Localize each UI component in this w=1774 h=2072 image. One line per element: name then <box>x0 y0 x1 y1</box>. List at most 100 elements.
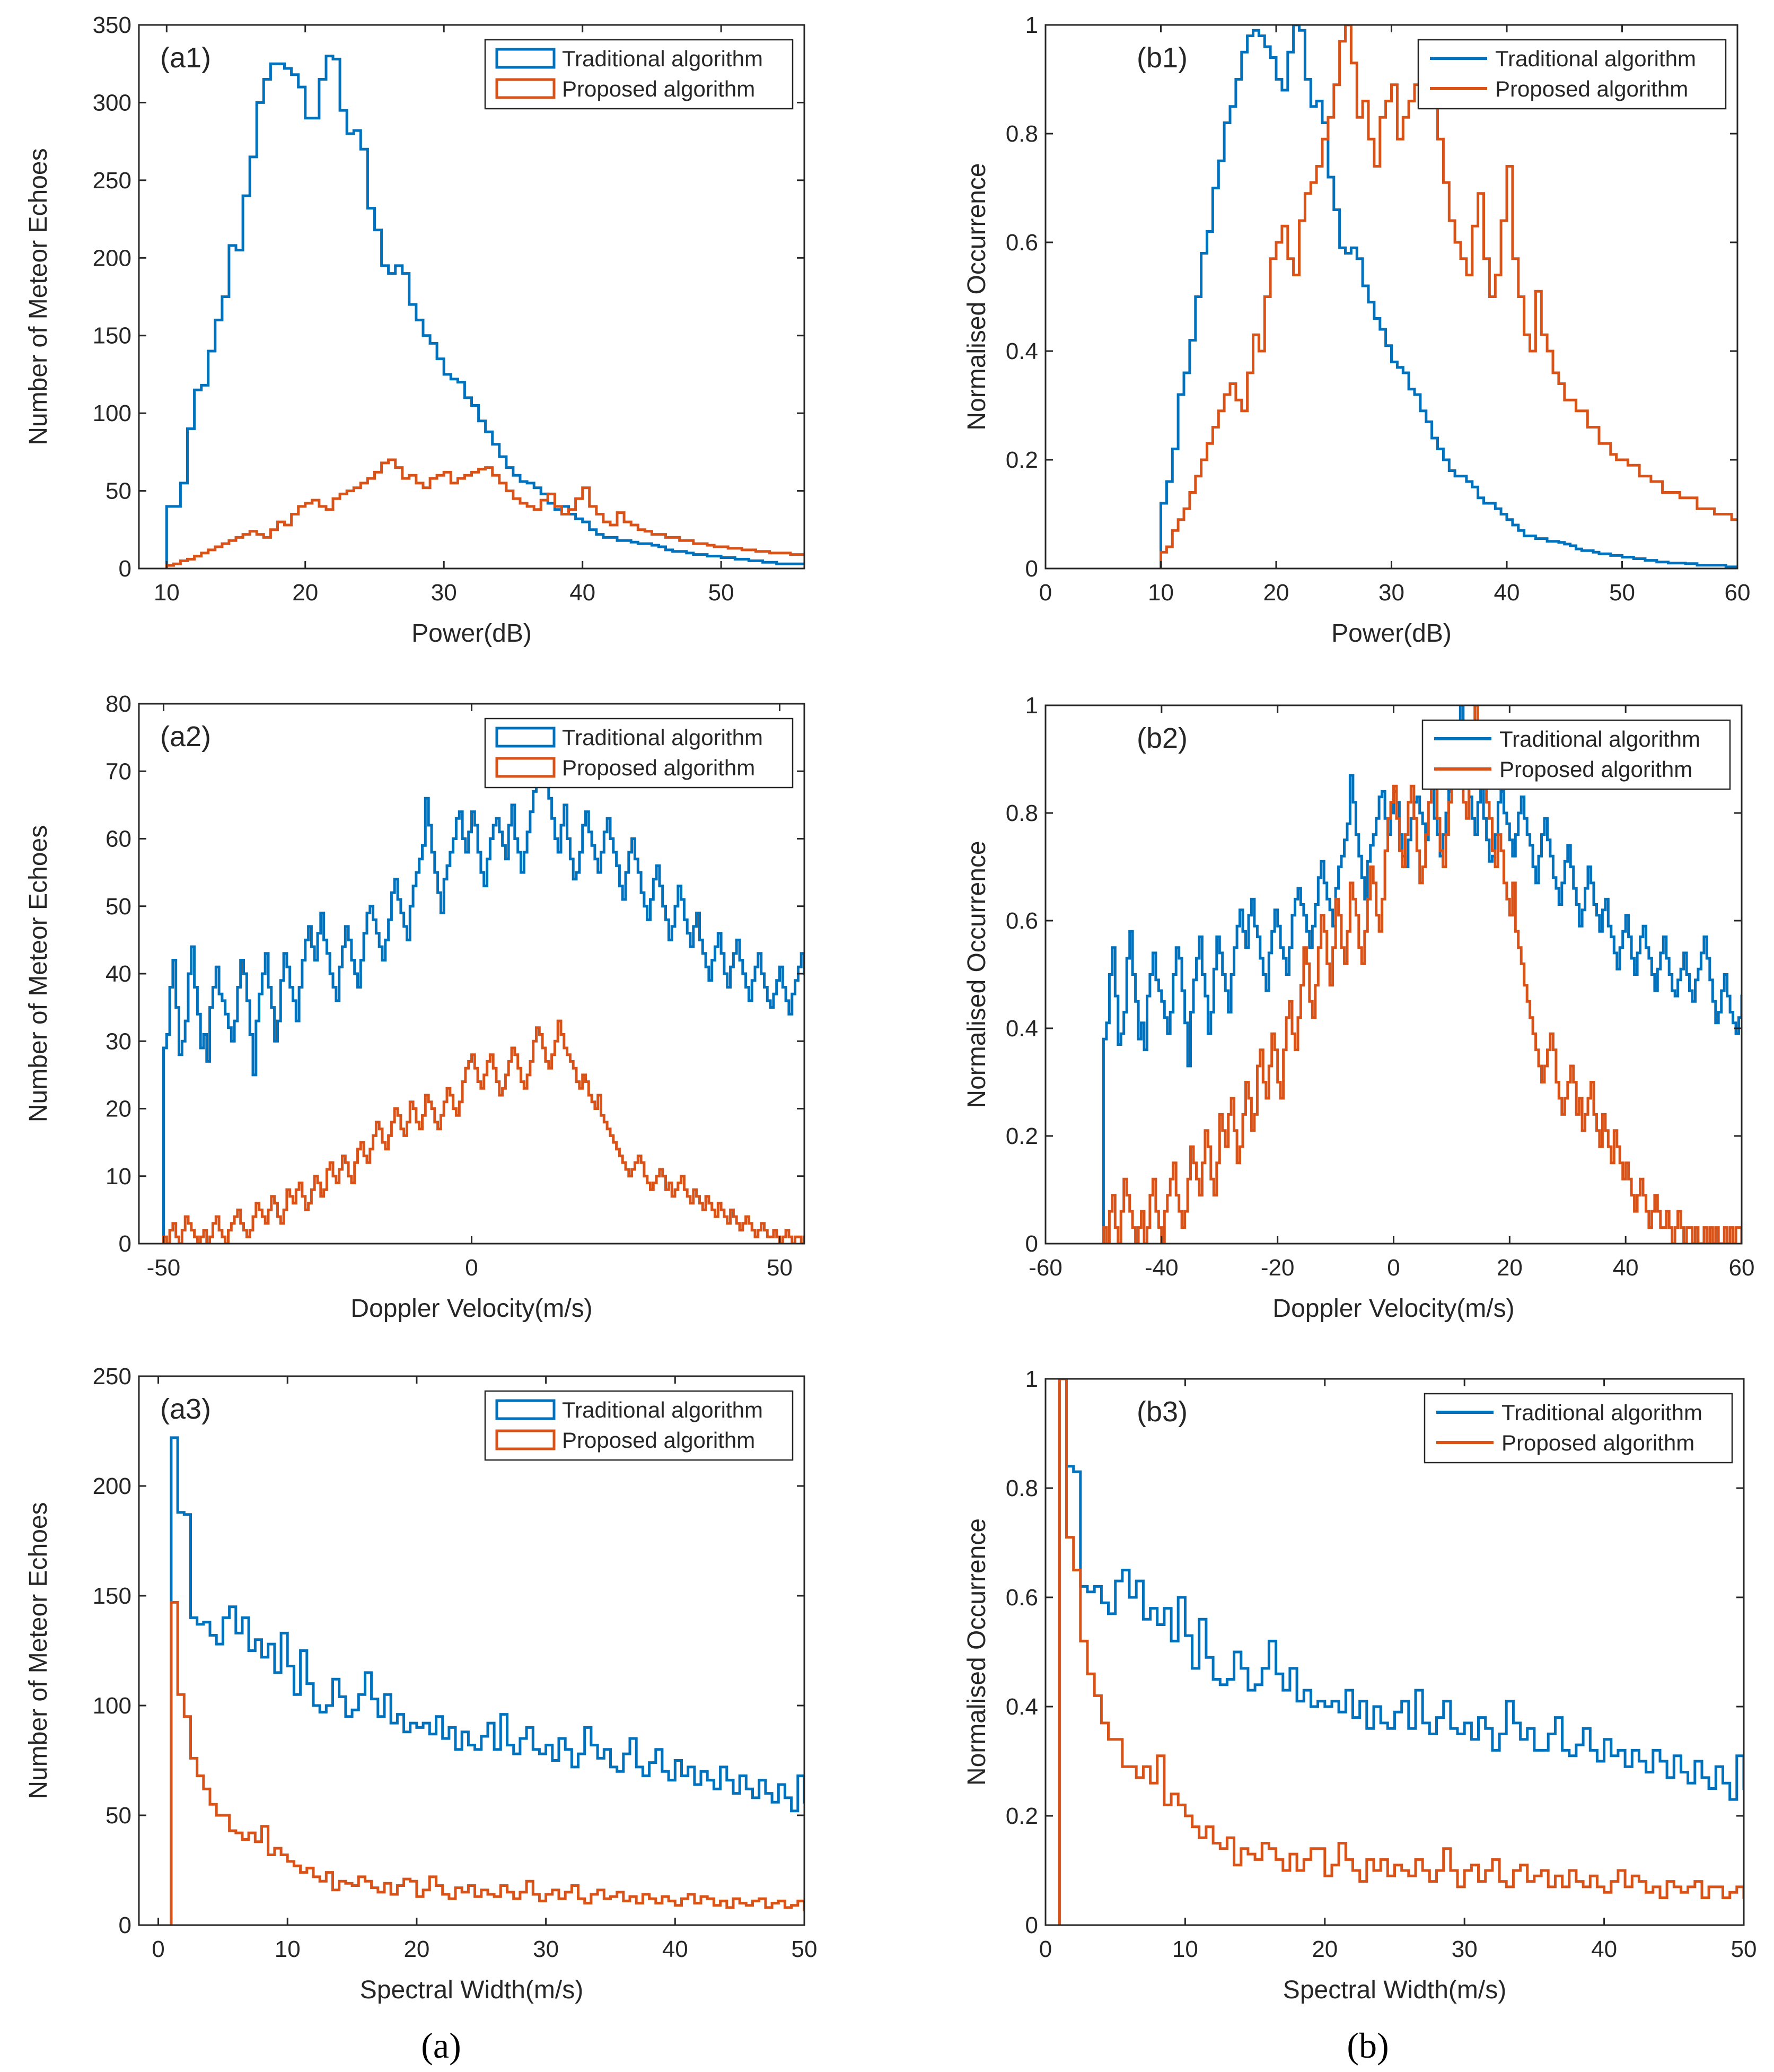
x-tick-label: 20 <box>1497 1255 1523 1281</box>
y-tick-label: 350 <box>93 12 131 38</box>
x-tick-label: 0 <box>1039 580 1052 606</box>
y-tick-label: 100 <box>93 1693 131 1719</box>
x-tick-label: 50 <box>1731 1936 1757 1962</box>
panel-label: (b3) <box>1137 1396 1188 1428</box>
series-line-b1-traditional <box>1160 25 1737 569</box>
x-tick-label: 50 <box>708 580 734 606</box>
y-axis-label: Number of Meteor Echoes <box>24 825 52 1122</box>
x-tick-label: 30 <box>431 580 457 606</box>
legend-label-traditional: Traditional algorithm <box>562 1397 763 1422</box>
series-group-b3 <box>1058 1379 1744 1925</box>
legend-label-proposed: Proposed algorithm <box>562 1428 755 1453</box>
y-tick-label: 0 <box>1025 1231 1038 1257</box>
series-line-b1-proposed <box>1160 25 1737 569</box>
y-tick-label: 1 <box>1025 1366 1038 1392</box>
chart-a2: -50 0 50 0 10 20 30 40 50 60 70 80 Doppler Velocity(… <box>24 691 805 1323</box>
x-tick-label: 40 <box>569 580 595 606</box>
x-tick-label: -60 <box>1029 1255 1062 1281</box>
legend-box <box>1424 1393 1733 1464</box>
panel-label: (a3) <box>160 1393 211 1425</box>
y-tick-label: 0.2 <box>1006 1123 1038 1149</box>
legend-label-proposed: Proposed algorithm <box>1499 757 1692 782</box>
x-tick-label: 20 <box>292 580 318 606</box>
x-tick-label: 20 <box>403 1936 429 1962</box>
x-tick-label: 10 <box>275 1936 301 1962</box>
y-tick-label: 50 <box>106 894 131 920</box>
x-tick-label: -40 <box>1145 1255 1179 1281</box>
x-tick-label: 10 <box>154 580 180 606</box>
x-axis-label: Doppler Velocity(m/s) <box>350 1295 592 1323</box>
y-tick-label: 0.4 <box>1006 338 1038 364</box>
legend-label-traditional: Traditional algorithm <box>1499 727 1700 751</box>
x-tick-label: 50 <box>767 1255 793 1281</box>
y-tick-label: 10 <box>106 1164 131 1190</box>
legend-swatch-traditional <box>495 727 556 748</box>
y-tick-label: 0.6 <box>1006 1585 1038 1611</box>
panel-label: (b2) <box>1137 722 1188 754</box>
legend-label-traditional: Traditional algorithm <box>1501 1400 1702 1425</box>
y-tick-label: 0.8 <box>1006 1475 1038 1501</box>
y-tick-label: 0 <box>1025 1912 1038 1938</box>
x-tick-label: 0 <box>1387 1255 1400 1281</box>
panel-label: (a1) <box>160 42 211 74</box>
y-tick-label: 70 <box>106 758 131 784</box>
chart-a3: 0 10 20 30 40 50 0 50 100 150 200 250 Spectral Width… <box>24 1363 817 2004</box>
y-tick-label: 0.2 <box>1006 447 1038 473</box>
y-axis-label: Normalised Occurrence <box>963 1518 991 1786</box>
x-tick-label: 60 <box>1729 1255 1755 1281</box>
x-tick-label: 40 <box>1591 1936 1617 1962</box>
caption-a: (a) <box>421 2025 461 2066</box>
series-line-b3-proposed <box>1058 1379 1744 1925</box>
chart-b3: 0 10 20 30 40 50 0 0.2 0.4 0.6 0.8 1 Spectral Width(… <box>963 1366 1757 2004</box>
x-tick-label: 0 <box>1039 1936 1052 1962</box>
y-tick-label: 1 <box>1025 693 1038 719</box>
series-line-a3-traditional <box>170 1436 804 1925</box>
chart-b1: 0 10 20 30 40 50 60 0 0.2 0.4 0.6 0.8 1 Power(dB) Norm… <box>963 12 1751 648</box>
legend-label-proposed: Proposed algorithm <box>562 755 755 780</box>
series-line-a3-proposed <box>170 1601 804 1925</box>
legend-label-proposed: Proposed algorithm <box>1501 1430 1694 1455</box>
y-tick-label: 20 <box>106 1096 131 1122</box>
axes-frame-b3 <box>1044 1378 1745 1926</box>
y-tick-label: 0.8 <box>1006 121 1038 147</box>
x-axis-label: Power(dB) <box>411 619 532 648</box>
y-tick-label: 200 <box>93 1473 131 1499</box>
x-tick-label: 30 <box>1378 580 1404 606</box>
y-tick-label: 250 <box>93 1363 131 1389</box>
plot-area-a2 <box>139 704 804 1244</box>
y-tick-label: 0.6 <box>1006 230 1038 256</box>
x-axis-label: Spectral Width(m/s) <box>1283 1976 1506 2004</box>
y-tick-label: 50 <box>106 478 131 504</box>
x-tick-label: 20 <box>1312 1936 1338 1962</box>
panel-label: (b1) <box>1137 42 1188 74</box>
y-tick-label: 0 <box>1025 556 1038 582</box>
y-tick-label: 0 <box>119 1912 131 1938</box>
x-axis-label: Spectral Width(m/s) <box>360 1976 583 2004</box>
series-group-b1 <box>1160 25 1737 569</box>
y-tick-label: 80 <box>106 691 131 717</box>
x-tick-label: 0 <box>465 1255 478 1281</box>
legend-label-traditional: Traditional algorithm <box>562 46 763 71</box>
legend-swatch-proposed <box>495 757 556 778</box>
legend-swatch-traditional <box>495 48 556 69</box>
legend-box <box>1421 719 1731 790</box>
y-tick-label: 0.2 <box>1006 1803 1038 1829</box>
x-tick-label: 60 <box>1725 580 1751 606</box>
legend-swatch-proposed <box>495 1429 556 1450</box>
y-tick-label: 250 <box>93 168 131 194</box>
series-line-b3-traditional <box>1058 1379 1744 1925</box>
x-tick-label: 40 <box>662 1936 688 1962</box>
x-tick-label: 50 <box>1609 580 1635 606</box>
x-tick-label: 30 <box>1452 1936 1478 1962</box>
y-axis-label: Normalised Occurrence <box>963 163 991 430</box>
chart-b2: -60 -40 -20 0 20 40 60 0 0.2 0.4 0.6 0.8 1 Doppler Ve… <box>963 693 1755 1323</box>
plot-area-a1 <box>139 25 804 569</box>
chart-a1: 10 20 30 40 50 0 50 100 150 200 250 300 350 Power(dB)… <box>24 12 805 648</box>
series-line-a1-traditional <box>165 55 804 569</box>
y-axis-label: Number of Meteor Echoes <box>24 1502 52 1799</box>
caption-b: (b) <box>1347 2025 1389 2066</box>
y-tick-label: 30 <box>106 1028 131 1054</box>
series-group-a1 <box>165 55 804 569</box>
series-group-a3 <box>170 1436 804 1925</box>
